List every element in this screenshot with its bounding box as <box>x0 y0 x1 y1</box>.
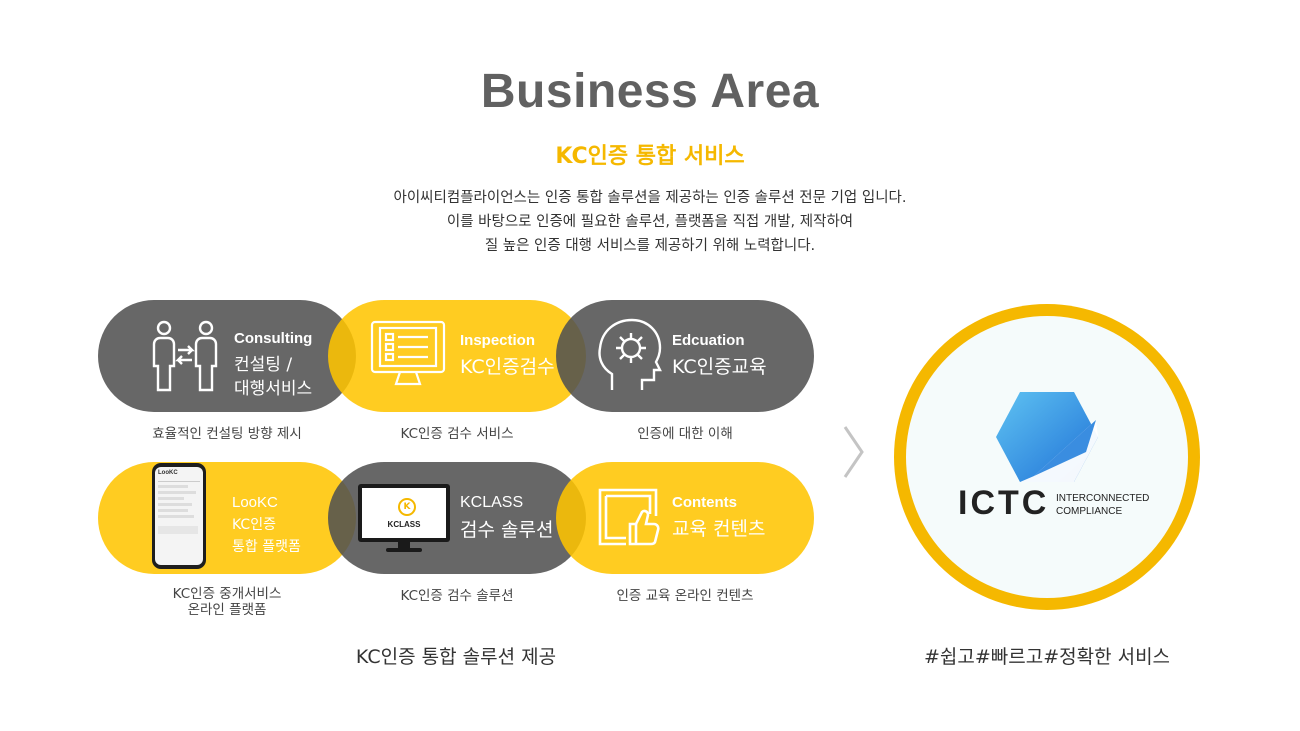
lookc-ko-line-1: KC인증 <box>232 517 276 533</box>
inspection-en-label: Inspection <box>460 332 536 349</box>
consulting-en-label: Consulting <box>234 330 313 347</box>
smartphone-app-icon: LooKC <box>152 463 206 569</box>
lookc-en-label: LooKC <box>232 494 278 511</box>
kclass-en-label: KCLASS <box>460 494 524 511</box>
description-line-2: 이를 바탕으로 인증에 필요한 솔루션, 플랫폼을 직접 개발, 제작하여 <box>446 214 854 230</box>
kclass-logo-text: KCLASS <box>387 520 421 529</box>
ictc-hexagon-logo-icon <box>996 392 1098 482</box>
kclass-logo-mark: K <box>398 498 416 516</box>
education-caption: 인증에 대한 이해 <box>637 426 733 442</box>
chevron-right-icon <box>843 426 864 478</box>
kclass-caption: KC인증 검수 솔루션 <box>400 588 514 604</box>
lookc-caption-line-1: KC인증 중개서비스 <box>172 586 282 602</box>
lookc-pill <box>98 462 356 574</box>
head-gear-icon <box>598 318 662 390</box>
inspection-ko-line-1: KC인증검수 <box>460 356 555 378</box>
consulting-people-icon <box>152 320 218 392</box>
consulting-ko-line-2: 대행서비스 <box>234 379 313 399</box>
lookc-ko-line-2: 통합 플랫폼 <box>232 539 301 555</box>
education-ko-line-1: KC인증교육 <box>672 356 767 378</box>
ictc-wordmark: ICTC <box>958 484 1050 522</box>
ictc-tagline-line-2: COMPLIANCE <box>1056 506 1123 517</box>
screen-thumbsup-icon <box>598 488 660 546</box>
lookc-caption-line-2: 온라인 플랫폼 <box>187 602 267 618</box>
inspection-caption: KC인증 검수 서비스 <box>400 426 514 442</box>
hashtag-label: #쉽고#빠르고#정확한 서비스 <box>923 646 1171 668</box>
consulting-pill <box>98 300 356 412</box>
contents-caption: 인증 교육 온라인 컨텐츠 <box>616 588 754 604</box>
page-title: Business Area <box>480 65 820 118</box>
contents-en-label: Contents <box>672 494 737 511</box>
ictc-tagline-line-1: INTERCONNECTED <box>1056 493 1150 504</box>
kclass-monitor-icon: K KCLASS <box>358 484 450 554</box>
education-en-label: Edcuation <box>672 332 745 349</box>
kclass-ko-line-1: 검수 솔루션 <box>460 519 554 541</box>
contents-ko-line-1: 교육 컨텐츠 <box>672 518 766 540</box>
consulting-ko-line-1: 컨설팅 / <box>234 355 293 375</box>
consulting-caption: 효율적인 컨설팅 방향 제시 <box>152 426 302 442</box>
page-subtitle: KC인증 통합 서비스 <box>555 144 745 169</box>
ictc-logo-ring: ICTC INTERCONNECTED COMPLIANCE <box>894 304 1200 610</box>
solution-label: KC인증 통합 솔루션 제공 <box>355 646 557 668</box>
description-line-3: 질 높은 인증 대행 서비스를 제공하기 위해 노력합니다. <box>484 238 816 254</box>
phone-app-name: LooKC <box>158 470 178 476</box>
monitor-checklist-icon <box>370 320 446 386</box>
lookc-caption: KC인증 중개서비스 온라인 플랫폼 <box>98 586 356 618</box>
description-line-1: 아이씨티컴플라이언스는 인증 통합 솔루션을 제공하는 인증 솔루션 전문 기업… <box>393 190 907 206</box>
